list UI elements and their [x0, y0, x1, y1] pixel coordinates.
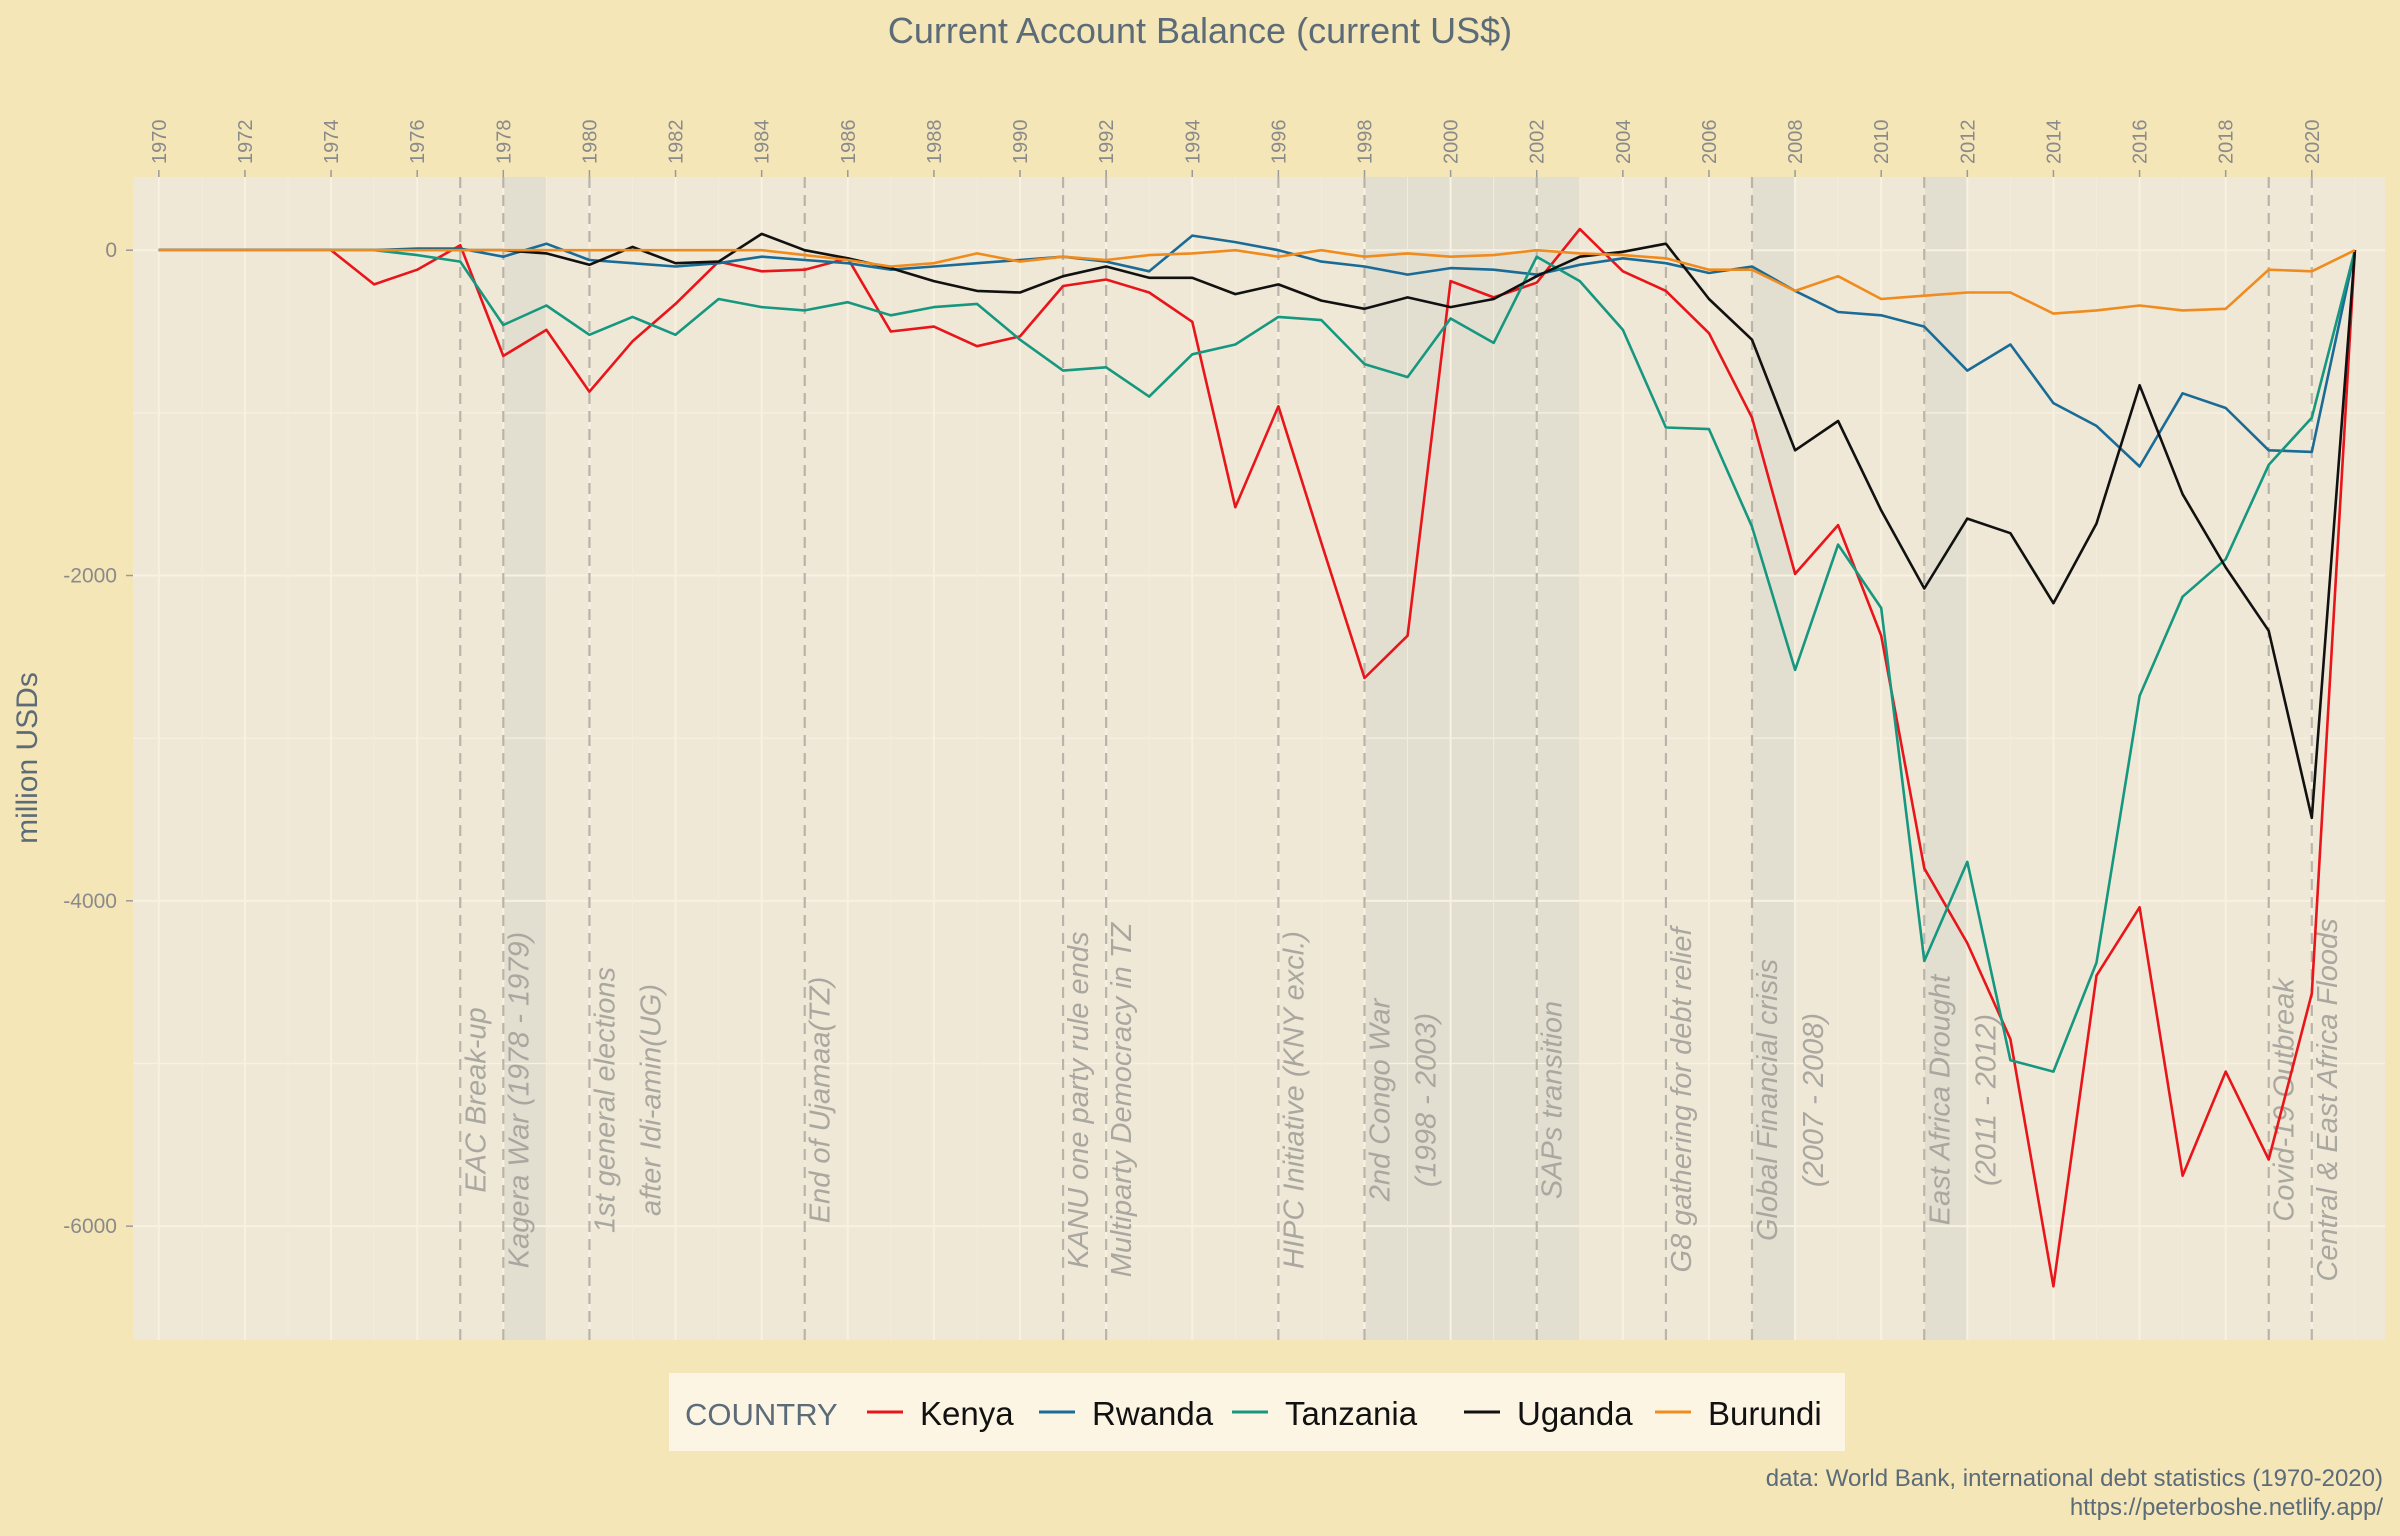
series-line-kenya	[158, 227, 2357, 1288]
event-annotation-line: 2nd Congo War	[1364, 997, 1396, 1202]
event-annotation-line: SAPs transition	[1537, 1001, 1569, 1199]
x-tick-label: 1986	[838, 120, 860, 165]
series-line-tanzania	[158, 248, 2357, 1073]
y-axis-label: million USDs	[11, 672, 44, 844]
event-annotation-line: G8 gathering for debt relief	[1666, 925, 1698, 1273]
event-annotation: G8 gathering for debt relief	[1666, 925, 1698, 1273]
x-tick-label: 1980	[579, 120, 601, 165]
x-tick-label: 2004	[1613, 120, 1635, 165]
event-annotation: EAC Break-up	[460, 1007, 492, 1192]
x-tick-label: 2006	[1699, 120, 1721, 165]
series-line-uganda	[158, 232, 2357, 820]
shaded-period-0	[503, 177, 547, 1340]
event-annotation: East Africa Drought (2011 - 2012)	[1924, 973, 2002, 1225]
x-tick-label: 1974	[321, 120, 343, 165]
x-tick-label: 1994	[1182, 120, 1204, 165]
source-caption: data: World Bank, international debt sta…	[1766, 1465, 2383, 1492]
legend: COUNTRY Kenya Rwanda Tanzania Uganda Burundi	[669, 1373, 1845, 1451]
legend-label-rwanda: Rwanda	[1092, 1395, 1214, 1432]
shaded-period-3	[1924, 177, 1968, 1340]
event-annotation-line: EAC Break-up	[460, 1007, 492, 1192]
event-annotation: 1st general elections after Idi-amin(UG)	[589, 967, 667, 1233]
event-annotations: EAC Break-up Kagera War (1978 - 1979) 1st …	[460, 918, 2344, 1281]
legend-label-burundi: Burundi	[1708, 1395, 1822, 1432]
x-tick-label: 2012	[1957, 120, 1979, 165]
event-annotation: 2nd Congo War (1998 - 2003)	[1364, 997, 1442, 1202]
y-tick-label: -2000	[63, 565, 117, 588]
grid-lines	[133, 177, 2385, 1340]
event-annotation-line: (1998 - 2003)	[1410, 1013, 1442, 1187]
x-tick-label: 2002	[1527, 120, 1549, 165]
event-annotation: SAPs transition	[1537, 1001, 1569, 1199]
shaded-period-2	[1752, 177, 1796, 1340]
event-annotation-line: End of Ujamaa(TZ)	[805, 977, 837, 1224]
event-lines	[459, 177, 2313, 1340]
event-annotation: End of Ujamaa(TZ)	[805, 977, 837, 1224]
y-axis: 0 -2000 -4000 -6000	[63, 239, 133, 1238]
x-tick-label: 2020	[2302, 120, 2324, 165]
event-annotation: Kagera War (1978 - 1979)	[503, 932, 535, 1268]
chart-title: Current Account Balance (current US$)	[888, 10, 1512, 51]
event-annotation-line: after Idi-amin(UG)	[635, 984, 667, 1216]
y-tick-label: -6000	[63, 1215, 117, 1238]
legend-label-kenya: Kenya	[920, 1395, 1014, 1432]
x-tick-label: 1978	[493, 120, 515, 165]
x-axis-top: 1970 1972 1974 1976 1978 1980 1982 1984 1986 1988…	[149, 120, 2324, 177]
x-tick-label: 1996	[1268, 120, 1290, 165]
legend-label-tanzania: Tanzania	[1285, 1395, 1418, 1432]
x-tick-label: 1972	[235, 120, 257, 165]
x-tick-label: 1982	[666, 120, 688, 165]
event-annotation-line: Central & East Africa Floods	[2312, 918, 2344, 1281]
x-tick-label: 2016	[2130, 120, 2152, 165]
x-tick-label: 1984	[752, 120, 774, 165]
legend-title: COUNTRY	[685, 1397, 838, 1432]
event-annotation: Global Financial crisis (2007 - 2008)	[1752, 959, 1830, 1241]
event-annotation: Central & East Africa Floods	[2312, 918, 2344, 1281]
event-annotation: Multiparty Democracy in TZ	[1106, 921, 1138, 1277]
event-annotation-line: Multiparty Democracy in TZ	[1106, 921, 1138, 1277]
shaded-period-1	[1364, 177, 1580, 1340]
event-annotation-line: KANU one party rule ends	[1063, 932, 1095, 1269]
x-tick-label: 1998	[1354, 120, 1376, 165]
legend-items: Kenya Rwanda Tanzania Uganda Burundi	[867, 1395, 1822, 1432]
event-annotation-line: 1st general elections	[589, 967, 621, 1233]
event-annotation-line: (2011 - 2012)	[1970, 1014, 2002, 1186]
x-tick-label: 2010	[1871, 120, 1893, 165]
x-tick-label: 1988	[924, 120, 946, 165]
series-line-burundi	[158, 248, 2356, 315]
x-tick-label: 1992	[1096, 120, 1118, 165]
event-annotation: HIPC Initiative (KNY excl.)	[1278, 931, 1310, 1269]
x-tick-label: 2018	[2216, 120, 2238, 165]
url-caption: https://peterboshe.netlify.app/	[2070, 1494, 2383, 1521]
event-annotation-line: Kagera War (1978 - 1979)	[503, 932, 535, 1268]
x-tick-label: 2008	[1785, 120, 1807, 165]
series-lines	[158, 227, 2357, 1288]
event-annotation-line: East Africa Drought	[1924, 973, 1956, 1225]
shaded-periods	[503, 177, 1968, 1340]
y-tick-label: -4000	[63, 890, 117, 913]
legend-label-uganda: Uganda	[1517, 1395, 1633, 1432]
x-tick-label: 2014	[2043, 120, 2065, 165]
x-tick-label: 1990	[1010, 120, 1032, 165]
y-tick-label: 0	[105, 239, 117, 262]
event-annotation: KANU one party rule ends	[1063, 932, 1095, 1269]
x-tick-label: 2000	[1441, 120, 1463, 165]
event-annotation-line: (2007 - 2008)	[1798, 1013, 1830, 1187]
x-tick-label: 1976	[407, 120, 429, 165]
event-annotation-line: HIPC Initiative (KNY excl.)	[1278, 931, 1310, 1269]
event-annotation-line: Global Financial crisis	[1752, 959, 1784, 1241]
x-tick-label: 1970	[149, 120, 171, 165]
